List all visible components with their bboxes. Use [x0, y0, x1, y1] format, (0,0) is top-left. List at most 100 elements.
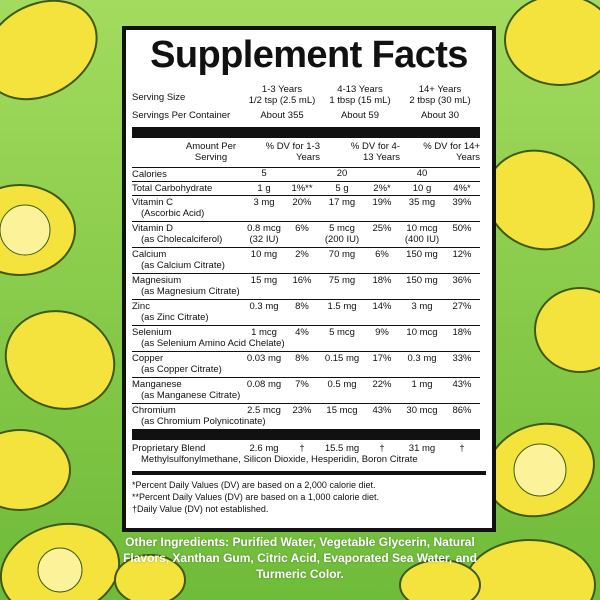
value-text: 0.3 mg	[249, 301, 279, 312]
value-text: 39%	[452, 197, 472, 208]
value-text: 3 mg	[411, 301, 433, 312]
amount: 0.08 mg	[244, 377, 284, 404]
servings-value: About 30	[420, 110, 460, 121]
value-text: 1.5 mg	[327, 301, 357, 312]
amount: 0.3 mg	[244, 299, 284, 326]
nutrient-row: Manganese (as Manganese Citrate) 0.08 mg 7%…	[132, 377, 480, 404]
amount: 0.5 mg	[320, 377, 364, 404]
daily-value: 43%	[444, 377, 480, 404]
amount: 10 mcg (400 IU)	[400, 221, 444, 248]
daily-value: 2%*	[364, 181, 400, 196]
value-text: 27%	[452, 301, 472, 312]
daily-value: 18%	[364, 273, 400, 300]
nutrient: Magnesium	[132, 275, 182, 286]
blend-dv: †	[299, 443, 305, 454]
serving-age: 14+ Years	[418, 84, 462, 95]
daily-value: 33%	[444, 351, 480, 378]
daily-value: 8%	[284, 299, 320, 326]
title: Supplement Facts	[150, 34, 468, 76]
value-text: 6%	[295, 223, 309, 234]
value-text: 1 mcg	[251, 327, 277, 338]
supplement-facts-label: Supplement Facts Serving Size 1-3 Years 1/…	[122, 26, 496, 532]
nutrient-name: Selenium (as Selenium Amino Acid Chelate)	[132, 325, 285, 352]
blend-ingredients: Methylsulfonylmethane, Silicon Dioxide, …	[141, 454, 418, 465]
empty-cell	[284, 167, 320, 182]
amount: 15 mcg	[320, 403, 364, 429]
value-text: 0.8 mcg	[247, 223, 281, 234]
value-text: 22%	[372, 379, 392, 390]
value-text: 12%	[452, 249, 472, 260]
amount: 75 mg	[320, 273, 364, 300]
value-text: 7%	[295, 379, 309, 390]
nutrient-name: Total Carbohydrate	[132, 181, 244, 196]
blend-amount: 15.5 mg	[324, 443, 360, 454]
daily-value: 18%	[444, 325, 480, 352]
value-text: 14%	[372, 301, 392, 312]
nutrient-row: Calcium (as Calcium Citrate) 10 mg 2% 70 mg 6…	[132, 247, 480, 274]
nutrient-source: (as Zinc Citrate)	[141, 312, 209, 323]
nutrient: Total Carbohydrate	[132, 183, 213, 194]
nutrient: Chromium	[132, 405, 176, 416]
value-text: 18%	[452, 327, 472, 338]
daily-value: 4%	[284, 325, 320, 352]
value-text: 0.08 mg	[246, 379, 282, 390]
nutrient-name: Vitamin D (as Cholecalciferol)	[132, 221, 244, 248]
daily-value: 25%	[364, 221, 400, 248]
value-text: 10 g	[412, 183, 432, 194]
nutrient-name: Manganese (as Manganese Citrate)	[132, 377, 244, 404]
header-text: Amount Per Serving	[185, 141, 237, 163]
amount: 1 mcg	[244, 325, 284, 352]
daily-value: 12%	[444, 247, 480, 274]
value-text: 10 mcg	[406, 327, 438, 338]
value-text: 50%	[452, 223, 472, 234]
serving-size-cell: 4-13 Years 1 tbsp (15 mL)	[320, 76, 400, 106]
nutrient-source: (as Cholecalciferol)	[141, 234, 223, 245]
value-text: 150 mg	[406, 275, 438, 286]
serving-amount: 2 tbsp (30 mL)	[409, 95, 471, 106]
amount: 17 mg	[320, 195, 364, 222]
amount: 1 g	[244, 181, 284, 196]
servings-per-container-row: Servings Per Container About 355 About 59 A…	[132, 106, 480, 127]
servings-value: About 355	[260, 110, 304, 121]
amount: 5 mcg	[320, 325, 364, 352]
servings-label: Servings Per Container	[132, 110, 231, 121]
amount: 10 mcg	[400, 325, 444, 352]
header-text: % DV for 14+ Years	[423, 141, 480, 163]
daily-value: 4%*	[444, 181, 480, 196]
value-text: 1 mg	[411, 379, 433, 390]
calories-value: 40	[400, 167, 444, 182]
amount: 15 mg	[244, 273, 284, 300]
value-text: 0.5 mg	[327, 379, 357, 390]
nutrient-source: (as Copper Citrate)	[141, 364, 222, 375]
header-dv: % DV for 14+ Years	[400, 138, 480, 168]
daily-value: 27%	[444, 299, 480, 326]
thick-bar	[132, 127, 480, 138]
nutrient: Copper	[132, 353, 164, 364]
nutrient-source: (as Selenium Amino Acid Chelate)	[141, 338, 285, 349]
value-text: 4%*	[453, 183, 471, 194]
nutrient-source: (as Manganese Citrate)	[141, 390, 241, 401]
daily-value: 22%	[364, 377, 400, 404]
thick-bar	[132, 429, 480, 440]
amount: 3 mg	[244, 195, 284, 222]
value-text: 15 mcg	[326, 405, 358, 416]
amount: 1 mg	[400, 377, 444, 404]
value-text: 150 mg	[406, 249, 438, 260]
value-text: 4%	[295, 327, 309, 338]
amount: 35 mg	[400, 195, 444, 222]
footnotes: *Percent Daily Values (DV) are based on …	[132, 471, 486, 515]
empty-cell	[444, 167, 480, 182]
value-text: 5 g	[335, 183, 349, 194]
header-dv: % DV for 1-3 Years	[244, 138, 320, 168]
nutrient: Vitamin D	[132, 223, 174, 234]
value-text: 75 mg	[328, 275, 356, 286]
daily-value: 6%	[364, 247, 400, 274]
value-text: 23%	[292, 405, 312, 416]
amount: 10 mg	[244, 247, 284, 274]
header-row: Amount Per Serving % DV for 1-3 Years % DV…	[132, 138, 480, 168]
nutrient-row: Magnesium (as Magnesium Citrate) 15 mg 16% 7…	[132, 273, 480, 300]
daily-value: 19%	[364, 195, 400, 222]
value-text: 5 mcg	[329, 327, 355, 338]
other-ingredients: Other Ingredients: Purified Water, Veget…	[123, 535, 477, 581]
